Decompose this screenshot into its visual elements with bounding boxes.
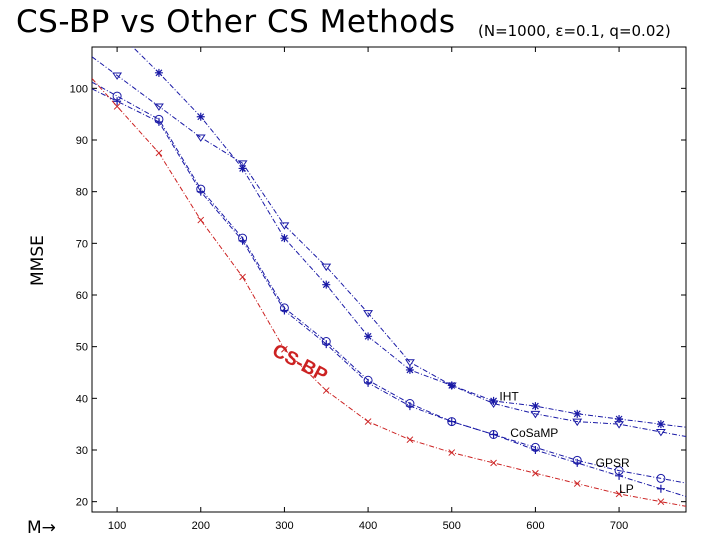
- x-tick-label: 400: [359, 520, 377, 532]
- point-cs-bp: [364, 418, 372, 425]
- point-lp: [364, 378, 373, 387]
- line-iht: [132, 47, 686, 428]
- point-cosamp: [153, 103, 164, 111]
- point-iht: [531, 402, 540, 411]
- point-iht: [573, 409, 582, 418]
- point-cosamp: [112, 72, 123, 80]
- point-cosamp: [488, 400, 499, 409]
- point-cs-bp: [281, 345, 288, 353]
- point-cosamp: [321, 263, 332, 272]
- point-lp: [615, 471, 624, 480]
- point-cs-bp: [155, 149, 163, 157]
- series-iht: [113, 28, 686, 429]
- slide-subtitle: (N=1000, ε=0.1, q=0.02): [478, 22, 671, 40]
- point-cosamp: [614, 421, 625, 429]
- y-tick-label: 90: [76, 135, 88, 147]
- series-label-iht: IHT: [499, 389, 519, 403]
- point-cosamp: [530, 410, 541, 419]
- point-lp: [154, 117, 163, 126]
- point-gpsr: [656, 473, 666, 483]
- y-tick-label: 40: [76, 393, 88, 405]
- point-cosamp: [195, 134, 206, 142]
- x-tick-label: 500: [443, 520, 461, 532]
- point-lp: [280, 306, 289, 315]
- y-tick-label: 20: [76, 497, 88, 509]
- point-cosamp: [655, 429, 666, 437]
- y-tick-label: 100: [70, 83, 88, 95]
- point-cs-bp: [573, 480, 581, 487]
- point-cosamp: [404, 359, 415, 367]
- point-lp: [489, 430, 498, 439]
- point-lp: [196, 187, 205, 196]
- point-lp: [573, 458, 582, 467]
- x-tick-label: 200: [192, 520, 210, 532]
- y-tick-label: 30: [76, 445, 88, 457]
- series-cosamp: [92, 56, 686, 438]
- point-cs-bp: [448, 449, 456, 456]
- point-lp: [447, 417, 456, 426]
- y-tick-label: 60: [76, 290, 88, 302]
- point-lp: [656, 484, 665, 493]
- line-lp: [92, 88, 686, 497]
- point-iht: [405, 365, 414, 374]
- axes: 20 30 40 50 60 70 80 90 100 100 200 300 400 500 600 700: [70, 46, 687, 532]
- y-tick-label: 70: [76, 238, 88, 250]
- series-label-gpsr: GPSR: [596, 456, 630, 470]
- x-tick-label: 300: [275, 520, 293, 532]
- point-iht: [364, 332, 373, 341]
- point-iht: [196, 112, 205, 121]
- x-tick-label: 100: [108, 520, 126, 532]
- point-iht: [113, 28, 121, 36]
- point-cosamp: [363, 310, 374, 318]
- point-cs-bp: [615, 490, 623, 498]
- point-cs-bp: [322, 387, 330, 394]
- plot-frame: [91, 46, 687, 513]
- cs-bp-annotation: CS-BP: [269, 340, 331, 386]
- point-cs-bp: [197, 216, 205, 224]
- point-cosamp: [572, 418, 583, 427]
- point-iht: [280, 234, 289, 243]
- series-cs-bp: [92, 78, 686, 507]
- point-cosamp: [237, 160, 248, 168]
- series-label-cosamp: CoSaMP: [510, 426, 558, 440]
- y-tick-label: 80: [76, 187, 88, 199]
- series-label-lp: LP: [619, 482, 634, 496]
- point-cs-bp: [239, 273, 246, 281]
- point-lp: [405, 402, 414, 411]
- point-lp: [238, 236, 247, 245]
- line-cosamp: [92, 56, 686, 438]
- point-cs-bp: [406, 436, 414, 444]
- point-iht: [322, 280, 331, 289]
- point-cs-bp: [113, 103, 121, 110]
- x-tick-label: 600: [526, 520, 544, 532]
- point-cosamp: [279, 222, 290, 230]
- point-lp: [113, 97, 122, 106]
- x-axis-label: M→: [27, 518, 56, 538]
- point-cs-bp: [490, 459, 497, 467]
- point-lp: [531, 446, 540, 454]
- point-cosamp: [446, 382, 457, 390]
- point-iht: [656, 420, 665, 429]
- point-iht: [615, 415, 624, 423]
- slide-title: CS-BP vs Other CS Methods: [16, 4, 456, 40]
- series-lp: [92, 88, 686, 497]
- line-cs-bp: [92, 78, 686, 507]
- point-cs-bp: [532, 469, 539, 477]
- series-layer: [92, 28, 686, 507]
- point-iht: [154, 68, 163, 77]
- point-lp: [322, 340, 331, 349]
- point-cs-bp: [657, 498, 665, 506]
- point-iht: [238, 164, 247, 173]
- line-gpsr: [92, 81, 686, 484]
- x-tick-label: 700: [610, 520, 628, 532]
- y-tick-label: 50: [76, 342, 88, 354]
